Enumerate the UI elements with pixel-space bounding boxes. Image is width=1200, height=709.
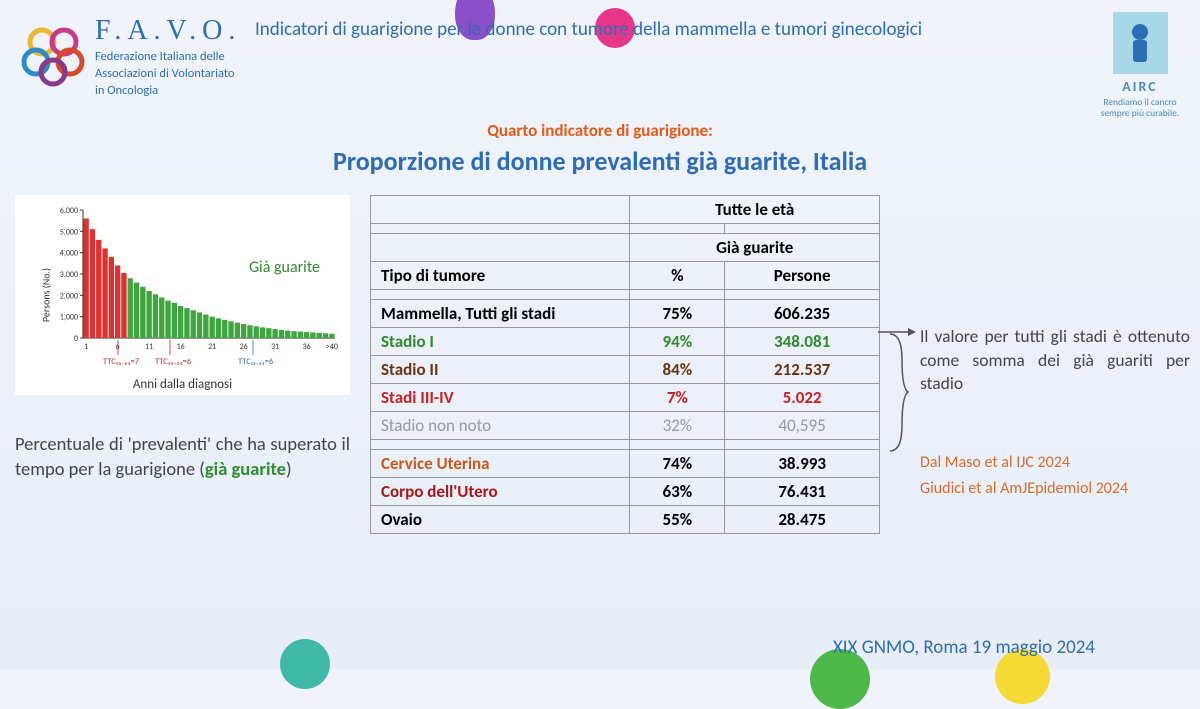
- title-block: Quarto indicatore di guarigione: Proporz…: [0, 120, 1200, 177]
- svg-text:1: 1: [84, 342, 88, 352]
- chart-xlabel: Anni dalla diagnosi: [15, 377, 350, 392]
- title-sup: Quarto indicatore di guarigione:: [0, 120, 1200, 141]
- chart-ylabel: Persons (No.): [40, 268, 53, 322]
- svg-text:4,000: 4,000: [60, 249, 78, 259]
- svg-text:TTC₁₅₋₄₄=6: TTC₁₅₋₄₄=6: [238, 357, 274, 367]
- svg-text:31: 31: [271, 342, 279, 352]
- svg-text:21: 21: [208, 342, 216, 352]
- svg-text:5,000: 5,000: [60, 227, 78, 237]
- svg-text:26: 26: [240, 342, 248, 352]
- airc-icon: [1113, 12, 1168, 74]
- svg-text:6,000: 6,000: [60, 206, 78, 216]
- bracket-icon: [886, 330, 910, 455]
- left-description: Percentuale di 'prevalenti' che ha super…: [15, 432, 350, 482]
- svg-text:16: 16: [177, 342, 185, 352]
- footer-text: XIX GNMO, Roma 19 maggio 2024: [833, 636, 1095, 659]
- svg-text:TTC₄₅₋₅₄=6: TTC₄₅₋₅₄=6: [155, 357, 192, 367]
- data-table: Tutte le etàGià guariteTipo di tumore%Pe…: [370, 195, 880, 534]
- right-note: Il valore per tutti gli stadi è ottenuto…: [920, 325, 1190, 396]
- svg-text:1,000: 1,000: [60, 313, 78, 323]
- favo-sub: Federazione Italiana delle Associazioni …: [95, 49, 330, 100]
- bar-chart: Persons (No.) 0 1,000 2,000 3,000 4,000 5,000…: [15, 195, 350, 395]
- favo-logo-icon: [18, 20, 88, 90]
- airc-tag: Rendiamo il cancro sempre più curabile.: [1090, 97, 1190, 120]
- svg-text:0: 0: [74, 334, 78, 344]
- page-header: Indicatori di guarigione per le donne co…: [255, 18, 922, 41]
- references: Dal Maso et al IJC 2024 Giudici et al Am…: [920, 450, 1128, 501]
- airc-name: AIRC: [1090, 78, 1190, 95]
- ref-2: Giudici et al AmJEpidemiol 2024: [920, 476, 1128, 502]
- svg-text:36: 36: [303, 342, 311, 352]
- svg-text:11: 11: [145, 342, 153, 352]
- title-main: Proporzione di donne prevalenti già guar…: [0, 145, 1200, 177]
- svg-text:3,000: 3,000: [60, 270, 78, 280]
- svg-text:>40: >40: [326, 342, 338, 352]
- deco-teal: [280, 639, 330, 689]
- svg-text:2,000: 2,000: [60, 291, 78, 301]
- airc-logo: AIRC Rendiamo il cancro sempre più curab…: [1090, 12, 1190, 120]
- ref-1: Dal Maso et al IJC 2024: [920, 450, 1128, 476]
- svg-text:TTC₅₅₋₆₄=7: TTC₅₅₋₆₄=7: [103, 357, 140, 367]
- chart-cured-label: Già guarite: [249, 258, 320, 277]
